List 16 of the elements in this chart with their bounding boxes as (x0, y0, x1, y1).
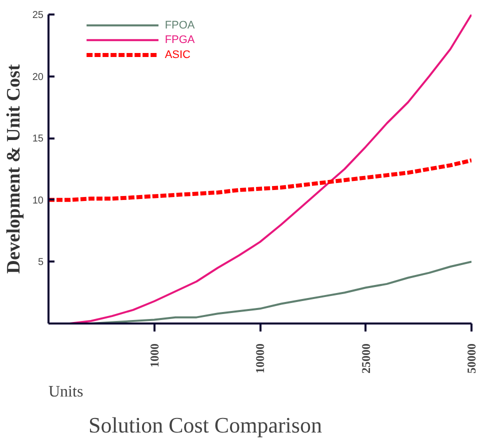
x-axis-title: Units (48, 384, 84, 400)
y-axis-title: Development & Unit Cost (3, 64, 24, 274)
y-tick-label: 25 (32, 10, 44, 21)
x-tick-label: 10000 (253, 344, 267, 374)
y-tick-label: 20 (32, 72, 44, 83)
text: FPOA (164, 19, 196, 32)
text: Solution Cost Comparison (88, 412, 322, 438)
line-series (48, 158, 472, 202)
x-tick-label: 50000 (464, 344, 477, 374)
text: FPGA (164, 34, 196, 46)
x-tick-label: 1000 (147, 344, 162, 368)
y-tick-label: 10 (32, 195, 44, 206)
y-tick-label: 15 (32, 134, 44, 145)
y-tick-label: 5 (38, 257, 44, 268)
x-tick-label: 25000 (358, 344, 373, 374)
text: ASIC (164, 48, 191, 61)
